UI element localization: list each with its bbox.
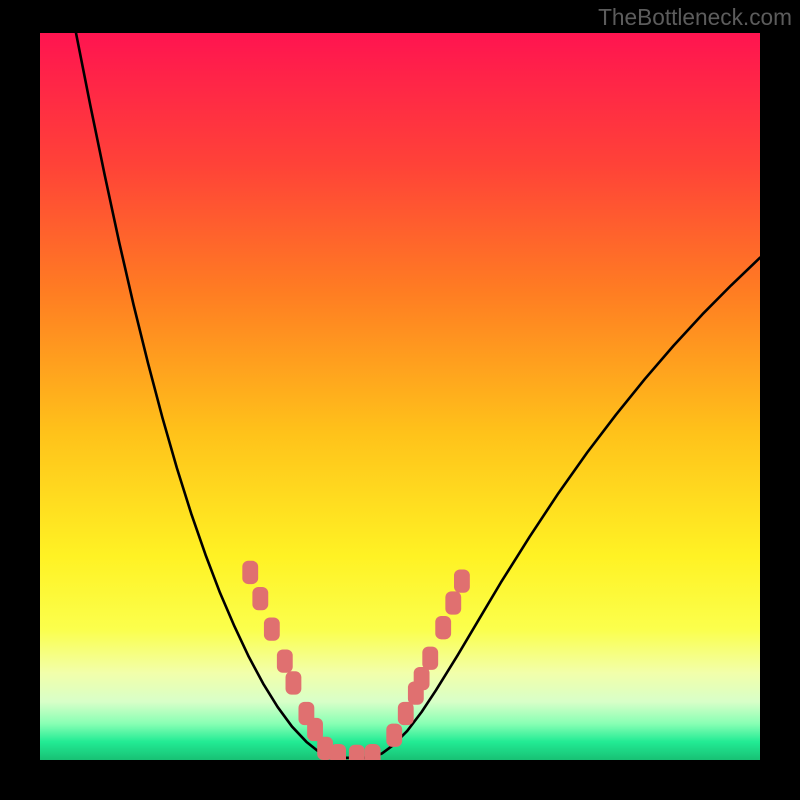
gradient-background [40, 33, 760, 760]
marker-right-0 [386, 724, 402, 747]
marker-right-1 [398, 702, 414, 725]
marker-left-10 [365, 744, 381, 760]
marker-right-6 [445, 591, 461, 614]
marker-right-4 [422, 647, 438, 670]
marker-left-4 [286, 671, 302, 694]
marker-right-3 [414, 667, 430, 690]
watermark-text: TheBottleneck.com [598, 4, 792, 31]
marker-right-7 [454, 570, 470, 593]
marker-left-2 [264, 618, 280, 641]
plot-area [40, 33, 760, 760]
marker-left-9 [349, 745, 365, 760]
marker-left-8 [330, 744, 346, 760]
marker-left-0 [242, 561, 258, 584]
plot-svg [40, 33, 760, 760]
marker-left-1 [252, 587, 268, 610]
marker-left-3 [277, 649, 293, 672]
marker-right-5 [435, 616, 451, 639]
chart-stage: TheBottleneck.com [0, 0, 800, 800]
